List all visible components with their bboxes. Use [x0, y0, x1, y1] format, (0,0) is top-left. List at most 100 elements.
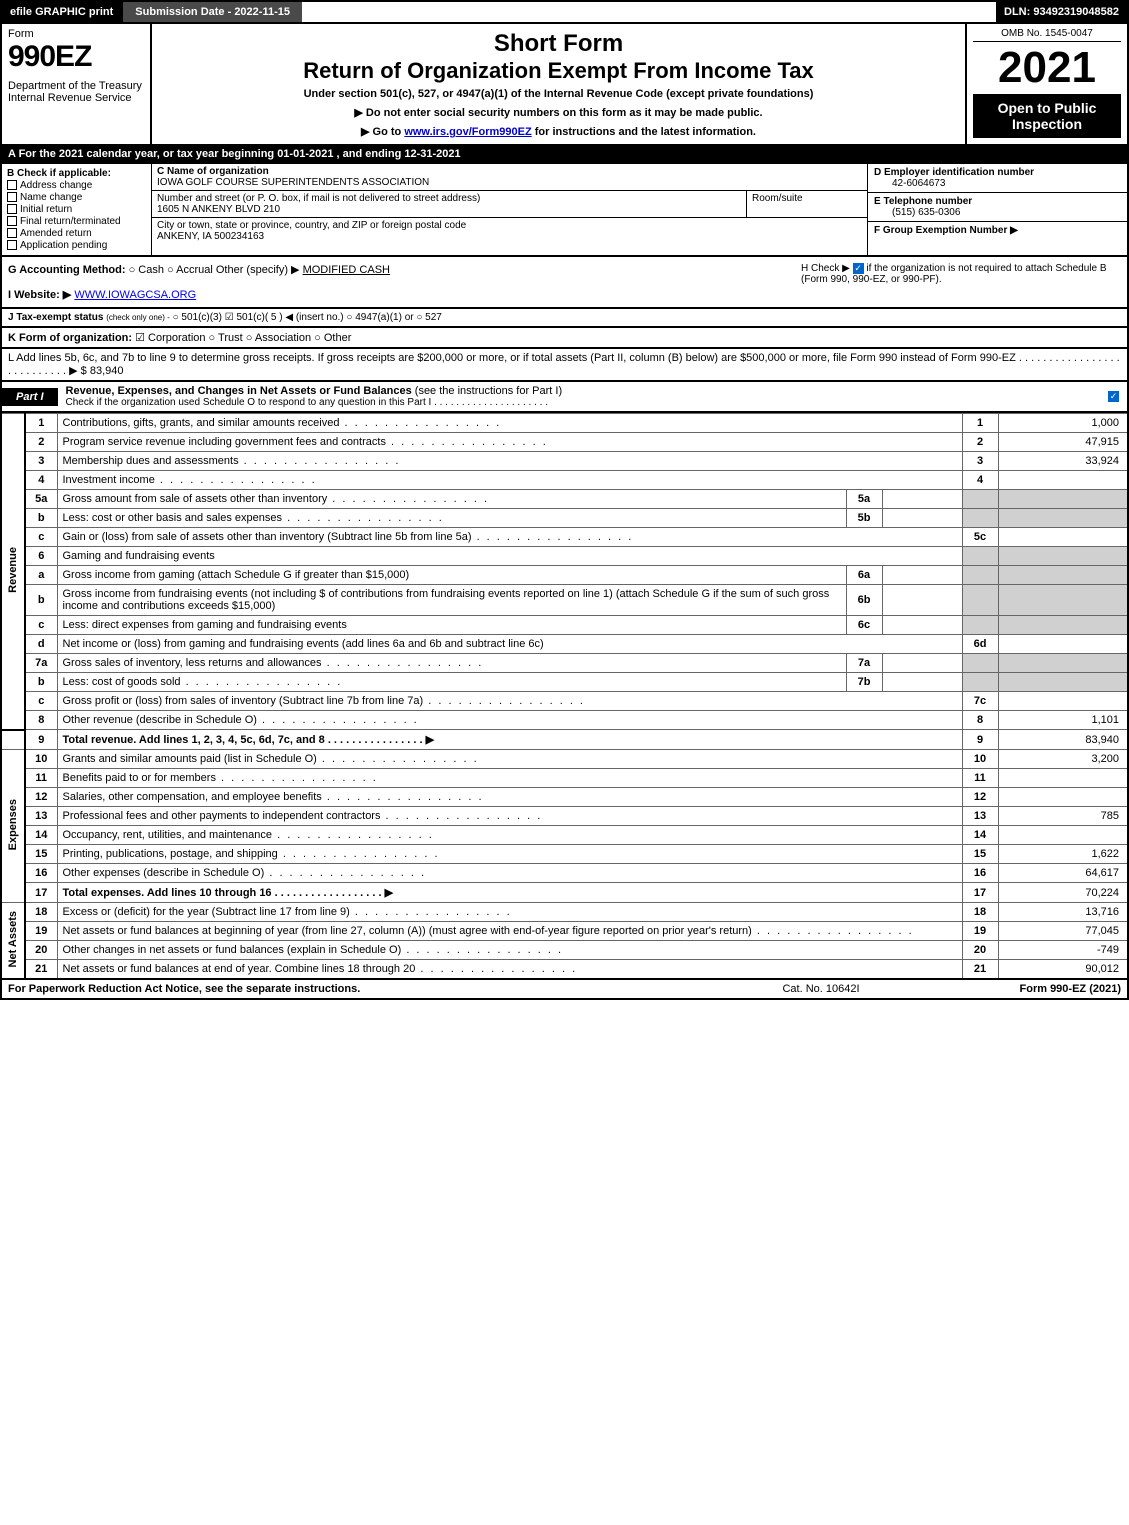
chk-amended-return[interactable]: Amended return [7, 228, 146, 239]
city-value: ANKENY, IA 500234163 [157, 231, 264, 242]
row-6d-amt [998, 635, 1128, 654]
room-label: Room/suite [752, 193, 803, 204]
dln-label: DLN: 93492319048582 [996, 2, 1127, 22]
tax-year: 2021 [973, 46, 1121, 90]
row-18-desc: Excess or (deficit) for the year (Subtra… [57, 903, 962, 922]
notice-ssn: ▶ Do not enter social security numbers o… [162, 106, 955, 119]
row-15-amt: 1,622 [998, 845, 1128, 864]
j-label: J Tax-exempt status [8, 312, 103, 323]
b-label: B Check if applicable: [7, 168, 146, 179]
row-17-amt: 70,224 [998, 883, 1128, 903]
side-expenses: Expenses [1, 750, 25, 903]
c-name-label: C Name of organization [157, 166, 269, 177]
row-7c-desc: Gross profit or (loss) from sales of inv… [57, 692, 962, 711]
part1-table: Revenue 1 Contributions, gifts, grants, … [0, 413, 1129, 980]
row-5c-amt [998, 528, 1128, 547]
row-5c-desc: Gain or (loss) from sale of assets other… [57, 528, 962, 547]
part1-hint: (see the instructions for Part I) [415, 385, 562, 397]
row-5a-desc: Gross amount from sale of assets other t… [57, 490, 846, 509]
g-options: ○ Cash ○ Accrual Other (specify) ▶ [129, 264, 300, 276]
chk-final-return[interactable]: Final return/terminated [7, 216, 146, 227]
chk-address-change[interactable]: Address change [7, 180, 146, 191]
phone-value: (515) 635-0306 [892, 207, 960, 218]
checkbox-icon [7, 180, 17, 190]
row-7a-desc: Gross sales of inventory, less returns a… [57, 654, 846, 673]
row-5b-desc: Less: cost or other basis and sales expe… [57, 509, 846, 528]
omb-number: OMB No. 1545-0047 [973, 28, 1121, 42]
dept-label: Department of the Treasury Internal Reve… [8, 80, 144, 104]
line-l: L Add lines 5b, 6c, and 7b to line 9 to … [0, 349, 1129, 382]
irs-link[interactable]: www.irs.gov/Form990EZ [404, 126, 531, 138]
page-footer: For Paperwork Reduction Act Notice, see … [0, 980, 1129, 1000]
row-6c-desc: Less: direct expenses from gaming and fu… [57, 616, 846, 635]
footer-right: Form 990-EZ (2021) [921, 983, 1121, 995]
footer-catno: Cat. No. 10642I [721, 983, 921, 995]
open-public-badge: Open to Public Inspection [973, 94, 1121, 138]
row-9-amt: 83,940 [998, 730, 1128, 750]
row-10-amt: 3,200 [998, 750, 1128, 769]
row-21-desc: Net assets or fund balances at end of ye… [57, 960, 962, 980]
subtitle: Under section 501(c), 527, or 4947(a)(1)… [162, 88, 955, 100]
row-12-amt [998, 788, 1128, 807]
row-6d-desc: Net income or (loss) from gaming and fun… [57, 635, 962, 654]
form-label: Form [8, 28, 144, 40]
ein-value: 42-6064673 [892, 178, 945, 189]
d-label: D Employer identification number [874, 167, 1034, 178]
l-text: L Add lines 5b, 6c, and 7b to line 9 to … [8, 352, 1120, 377]
line-j: J Tax-exempt status (check only one) - ○… [0, 309, 1129, 328]
k-options: ☑ Corporation ○ Trust ○ Association ○ Ot… [135, 332, 351, 344]
section-h: H Check ▶ ✓ if the organization is not r… [801, 263, 1121, 301]
side-netassets: Net Assets [1, 903, 25, 980]
side-revenue: Revenue [1, 414, 25, 730]
row-19-amt: 77,045 [998, 922, 1128, 941]
e-label: E Telephone number [874, 196, 972, 207]
part1-tab: Part I [2, 388, 58, 406]
goto-pre: ▶ Go to [361, 126, 404, 138]
website-link[interactable]: WWW.IOWAGCSA.ORG [74, 289, 196, 301]
street-label: Number and street (or P. O. box, if mail… [157, 193, 480, 204]
checkbox-icon [7, 216, 17, 226]
row-8-desc: Other revenue (describe in Schedule O) [57, 711, 962, 730]
row-6b-desc: Gross income from fundraising events (no… [57, 585, 846, 616]
title-short-form: Short Form [162, 30, 955, 58]
section-b: B Check if applicable: Address change Na… [2, 164, 152, 255]
block-gh: G Accounting Method: ○ Cash ○ Accrual Ot… [0, 257, 1129, 309]
g-label: G Accounting Method: [8, 264, 126, 276]
row-9-desc: Total revenue. Add lines 1, 2, 3, 4, 5c,… [57, 730, 962, 750]
street-value: 1605 N ANKENY BLVD 210 [157, 204, 280, 215]
chk-name-change[interactable]: Name change [7, 192, 146, 203]
line-k: K Form of organization: ☑ Corporation ○ … [0, 328, 1129, 349]
i-label: I Website: ▶ [8, 289, 71, 301]
form-header: Form 990EZ Department of the Treasury In… [0, 24, 1129, 146]
submission-date: Submission Date - 2022-11-15 [121, 2, 302, 22]
checkbox-icon [7, 192, 17, 202]
checkbox-checked-icon: ✓ [1108, 391, 1119, 402]
row-20-desc: Other changes in net assets or fund bala… [57, 941, 962, 960]
block-b-through-f: B Check if applicable: Address change Na… [0, 164, 1129, 257]
row-13-amt: 785 [998, 807, 1128, 826]
goto-post: for instructions and the latest informat… [532, 126, 756, 138]
efile-label[interactable]: efile GRAPHIC print [2, 2, 121, 22]
form-number: 990EZ [8, 40, 144, 74]
row-4-desc: Investment income [57, 471, 962, 490]
row-4-amt [998, 471, 1128, 490]
checkbox-icon [7, 228, 17, 238]
l-value: 83,940 [90, 365, 124, 377]
row-20-amt: -749 [998, 941, 1128, 960]
g-value: MODIFIED CASH [303, 264, 390, 276]
row-16-amt: 64,617 [998, 864, 1128, 883]
chk-application-pending[interactable]: Application pending [7, 240, 146, 251]
row-2-desc: Program service revenue including govern… [57, 433, 962, 452]
line-a: A For the 2021 calendar year, or tax yea… [0, 146, 1129, 164]
row-11-desc: Benefits paid to or for members [57, 769, 962, 788]
row-14-desc: Occupancy, rent, utilities, and maintena… [57, 826, 962, 845]
f-label: F Group Exemption Number ▶ [874, 225, 1018, 236]
j-options: ○ 501(c)(3) ☑ 501(c)( 5 ) ◀ (insert no.)… [173, 312, 442, 323]
chk-initial-return[interactable]: Initial return [7, 204, 146, 215]
row-7b-desc: Less: cost of goods sold [57, 673, 846, 692]
part1-sub: Check if the organization used Schedule … [66, 397, 1100, 408]
section-def: D Employer identification number 42-6064… [867, 164, 1127, 255]
row-3-amt: 33,924 [998, 452, 1128, 471]
row-1-amt: 1,000 [998, 414, 1128, 433]
row-8-amt: 1,101 [998, 711, 1128, 730]
